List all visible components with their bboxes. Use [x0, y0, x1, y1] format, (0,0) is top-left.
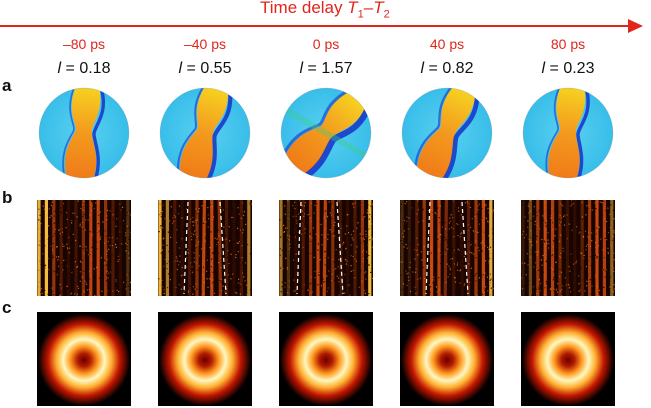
delay-label-1: –80 ps — [62, 36, 106, 52]
phase-map-5 — [522, 87, 614, 179]
time-arrow-line — [0, 25, 630, 27]
l-value-2: l = 0.55 — [178, 60, 232, 77]
phase-map-3 — [280, 87, 372, 179]
fringe-pattern-1 — [37, 200, 131, 296]
delay-label-5: 80 ps — [550, 36, 586, 52]
beam-profile-3 — [279, 312, 373, 406]
l-value-1: l = 0.18 — [57, 60, 111, 77]
beam-profile-4 — [400, 312, 494, 406]
fringe-pattern-4 — [400, 200, 494, 296]
delay-label-2: –40 ps — [183, 36, 227, 52]
fringe-pattern-2 — [158, 200, 252, 296]
beam-profile-5 — [521, 312, 615, 406]
beam-profile-1 — [37, 312, 131, 406]
time-arrow-head — [628, 19, 643, 33]
delay-label-3: 0 ps — [312, 36, 340, 52]
delay-label-4: 40 ps — [429, 36, 465, 52]
fringe-pattern-5 — [521, 200, 615, 296]
row-label-a: a — [2, 76, 12, 95]
beam-profile-2 — [158, 312, 252, 406]
fringe-pattern-3 — [279, 200, 373, 296]
row-label-b: b — [2, 188, 13, 207]
l-value-5: l = 0.23 — [541, 60, 595, 77]
l-value-3: l = 1.57 — [299, 60, 353, 77]
phase-map-2 — [159, 87, 251, 179]
phase-map-1 — [38, 87, 130, 179]
row-label-c: c — [2, 298, 12, 317]
time-delay-title: Time delay T1–T2 — [260, 0, 390, 21]
l-value-4: l = 0.82 — [420, 60, 474, 77]
phase-map-4 — [401, 87, 493, 179]
